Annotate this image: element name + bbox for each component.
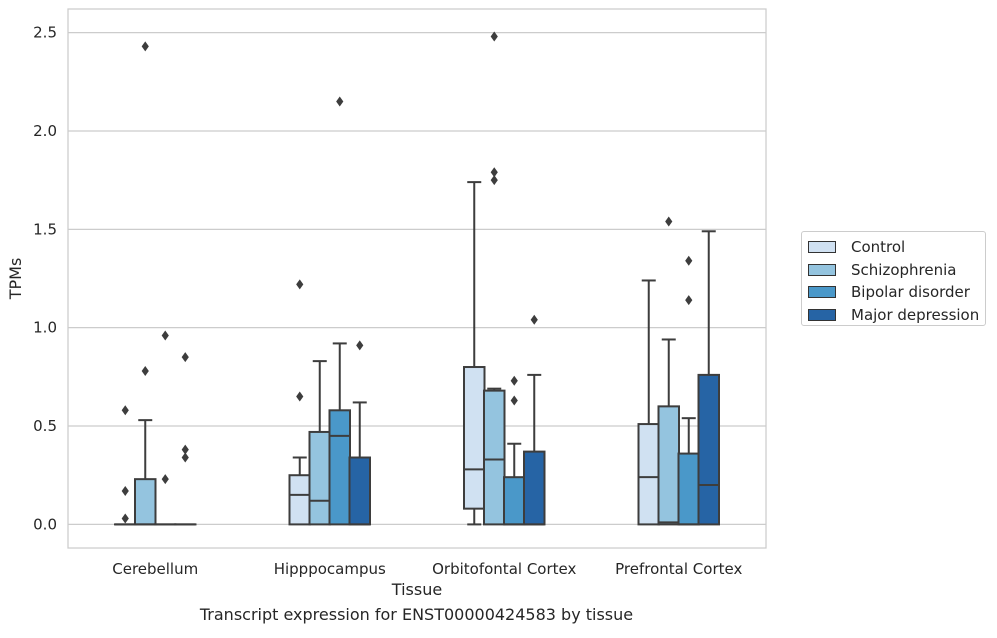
x-tick-label: Prefrontal Cortex	[615, 560, 742, 578]
outlier-point	[122, 486, 129, 496]
y-tick-label: 1.5	[33, 220, 57, 238]
box-bipolar-disorder	[330, 96, 351, 524]
outlier-point	[296, 392, 303, 402]
box-control	[639, 280, 660, 524]
legend-swatch-control	[808, 241, 836, 253]
legend-item-bipolar-disorder: Bipolar disorder	[808, 281, 985, 304]
box-body	[659, 406, 680, 524]
box-body	[484, 391, 505, 525]
legend: Control Schizophrenia Bipolar disorder M…	[801, 231, 986, 326]
box-body	[310, 432, 331, 524]
legend-label-major-depression: Major depression	[851, 306, 979, 324]
x-tick-label: Hipppocampus	[274, 560, 386, 578]
box-body	[330, 410, 351, 524]
outlier-point	[162, 474, 169, 484]
legend-label-schizophrenia: Schizophrenia	[851, 261, 956, 279]
x-axis-label: Tissue	[391, 580, 442, 599]
box-body	[699, 375, 720, 525]
box-body	[639, 424, 660, 524]
y-axis-label: TPMs	[6, 258, 25, 301]
outlier-point	[685, 256, 692, 266]
outlier-point	[511, 395, 518, 405]
legend-item-control: Control	[808, 236, 985, 259]
box-body	[290, 475, 311, 524]
box-body	[464, 367, 485, 509]
box-major-depression	[524, 315, 545, 525]
box-bipolar-disorder	[679, 256, 700, 525]
y-tick-label: 1.0	[33, 319, 57, 337]
y-tick-label: 2.5	[33, 24, 57, 42]
boxes	[115, 32, 719, 525]
box-schizophrenia	[659, 216, 680, 524]
legend-swatch-schizophrenia	[808, 264, 836, 276]
legend-label-bipolar-disorder: Bipolar disorder	[851, 283, 970, 301]
box-schizophrenia	[310, 361, 331, 524]
legend-swatch-major-depression	[808, 309, 836, 321]
outlier-point	[296, 279, 303, 289]
outlier-point	[491, 167, 498, 177]
x-tick-label: Orbitofontal Cortex	[432, 560, 576, 578]
box-body	[524, 452, 545, 525]
box-body	[679, 454, 700, 525]
y-tick-label: 0.0	[33, 515, 57, 533]
x-tick-label: Cerebellum	[112, 560, 198, 578]
box-body	[350, 458, 371, 525]
outlier-point	[142, 41, 149, 51]
box-schizophrenia	[135, 41, 156, 524]
box-body	[135, 479, 156, 524]
box-control	[290, 279, 311, 524]
legend-item-schizophrenia: Schizophrenia	[808, 259, 985, 282]
outlier-point	[336, 96, 343, 106]
y-tick-label: 2.0	[33, 122, 57, 140]
box-major-depression	[175, 352, 196, 524]
legend-swatch-bipolar-disorder	[808, 286, 836, 298]
outlier-point	[142, 366, 149, 376]
box-major-depression	[350, 340, 371, 524]
outlier-point	[122, 513, 129, 523]
legend-label-control: Control	[851, 238, 905, 256]
chart-caption: Transcript expression for ENST0000042458…	[0, 605, 833, 624]
outlier-point	[531, 315, 538, 325]
outlier-point	[685, 295, 692, 305]
box-schizophrenia	[484, 32, 505, 525]
legend-item-major-depression: Major depression	[808, 304, 985, 327]
y-tick-label: 0.5	[33, 417, 57, 435]
box-control	[464, 182, 485, 524]
outlier-point	[182, 352, 189, 362]
box-bipolar-disorder	[504, 376, 525, 525]
box-control	[115, 405, 136, 524]
box-bipolar-disorder	[155, 331, 176, 525]
outlier-point	[162, 331, 169, 341]
outlier-point	[665, 216, 672, 226]
outlier-point	[182, 445, 189, 455]
outlier-point	[511, 376, 518, 386]
box-major-depression	[699, 231, 720, 524]
box-body	[504, 477, 525, 524]
outlier-point	[122, 405, 129, 415]
outlier-point	[356, 340, 363, 350]
